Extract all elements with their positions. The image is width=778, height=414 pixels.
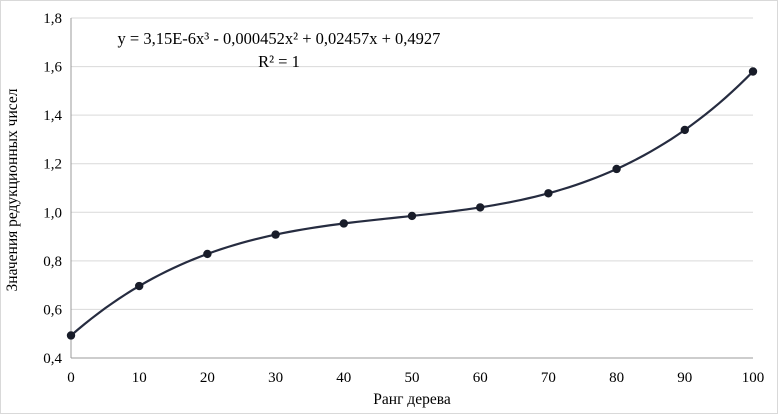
data-point-marker (612, 164, 621, 174)
x-tick-label: 10 (132, 370, 147, 386)
data-point-marker (680, 125, 689, 135)
x-axis-title: Ранг дерева (373, 391, 451, 408)
y-tick-label: 1,8 (43, 11, 62, 27)
x-tick-label: 30 (268, 370, 283, 386)
data-point-marker (407, 211, 417, 221)
y-tick-label: 0,6 (43, 302, 62, 318)
y-tick-label: 1,4 (43, 108, 62, 124)
data-point-marker (339, 219, 348, 228)
trendline-path (69, 70, 755, 337)
data-point-marker (203, 249, 212, 259)
data-point-marker (66, 331, 76, 340)
trendline-annotation: y = 3,15E-6x³ - 0,000452x² + 0,02457x + … (79, 27, 479, 73)
data-point-marker (135, 281, 144, 291)
x-tick-label: 0 (67, 370, 75, 386)
x-tick-label: 40 (336, 370, 351, 386)
y-tick-label: 1,6 (43, 60, 62, 76)
data-point-marker (271, 230, 280, 239)
data-point-marker (544, 189, 553, 198)
y-tick-label: 1,0 (43, 205, 62, 221)
x-tick-label: 100 (742, 370, 765, 386)
y-axis-title: Значения редукционных чисел (4, 88, 21, 292)
y-tick-label: 1,2 (43, 157, 62, 173)
data-point-marker (748, 67, 758, 76)
y-tick-label: 0,8 (43, 254, 62, 270)
x-tick-label: 60 (473, 370, 488, 386)
x-tick-label: 70 (541, 370, 556, 386)
data-point-marker (476, 203, 485, 212)
r-squared-label: R² = 1 (258, 52, 300, 71)
y-tick-label: 0,4 (43, 351, 62, 367)
x-tick-label: 20 (200, 370, 215, 386)
x-tick-label: 50 (405, 370, 420, 386)
x-tick-label: 90 (677, 370, 692, 386)
trendline-equation: y = 3,15E-6x³ - 0,000452x² + 0,02457x + … (117, 29, 441, 48)
x-tick-label: 80 (609, 370, 624, 386)
